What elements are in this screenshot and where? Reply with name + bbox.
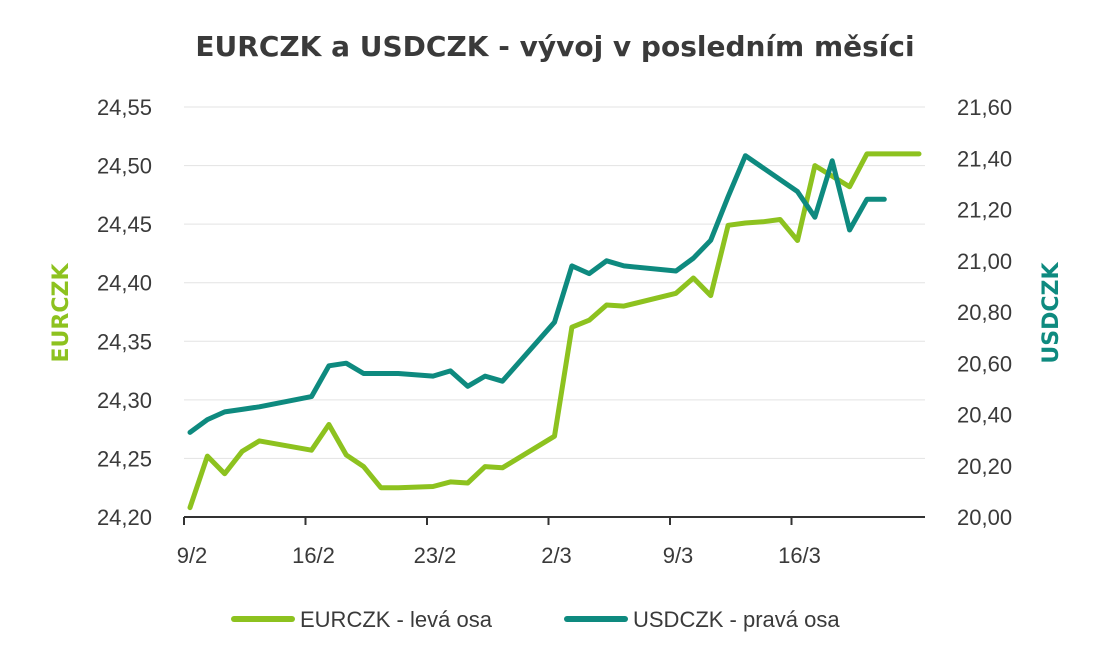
right-axis-ticks: 20,00 20,20 20,40 20,60 20,80 21,00 21,20 21,40… [957,95,1012,530]
right-tick-label: 21,20 [957,198,1012,223]
left-tick-label: 24,55 [97,95,152,120]
left-axis-ticks: 24,20 24,25 24,30 24,35 24,40 24,45 24,50 24,55 [97,95,152,530]
gridlines [184,106,925,459]
x-tick-label: 2/3 [541,543,572,568]
right-tick-label: 21,40 [957,146,1012,171]
x-tick-label: 9/3 [663,543,694,568]
left-tick-label: 24,25 [97,446,152,471]
left-tick-label: 24,45 [97,212,152,237]
left-tick-label: 24,35 [97,329,152,354]
right-tick-label: 20,80 [957,300,1012,325]
right-tick-label: 20,20 [957,454,1012,479]
left-tick-label: 24,40 [97,271,152,296]
x-tick-label: 9/2 [177,543,208,568]
legend: EURCZK - levá osa USDCZK - pravá osa [231,607,840,632]
left-axis-title: EURCZK [49,263,74,363]
legend-label: EURCZK - levá osa [300,607,493,632]
chart-title: EURCZK a USDCZK - vývoj v posledním měsí… [195,30,914,63]
x-tick-label: 16/3 [778,543,821,568]
right-tick-label: 20,00 [957,505,1012,530]
legend-label: USDCZK - pravá osa [633,607,840,632]
right-axis-title: USDCZK [1039,261,1064,363]
right-tick-label: 21,00 [957,249,1012,274]
right-tick-label: 20,40 [957,403,1012,428]
left-tick-label: 24,30 [97,388,152,413]
x-tick-label: 16/2 [292,543,335,568]
series-line-usdczk [187,153,887,435]
right-tick-label: 21,60 [957,95,1012,120]
x-tick-label: 23/2 [414,543,457,568]
x-axis: 9/2 16/2 23/2 2/3 9/3 16/3 [177,516,925,568]
series-lines [187,151,922,511]
series-line-eurczk [187,151,922,511]
left-tick-label: 24,50 [97,154,152,179]
left-tick-label: 24,20 [97,505,152,530]
right-tick-label: 20,60 [957,351,1012,376]
